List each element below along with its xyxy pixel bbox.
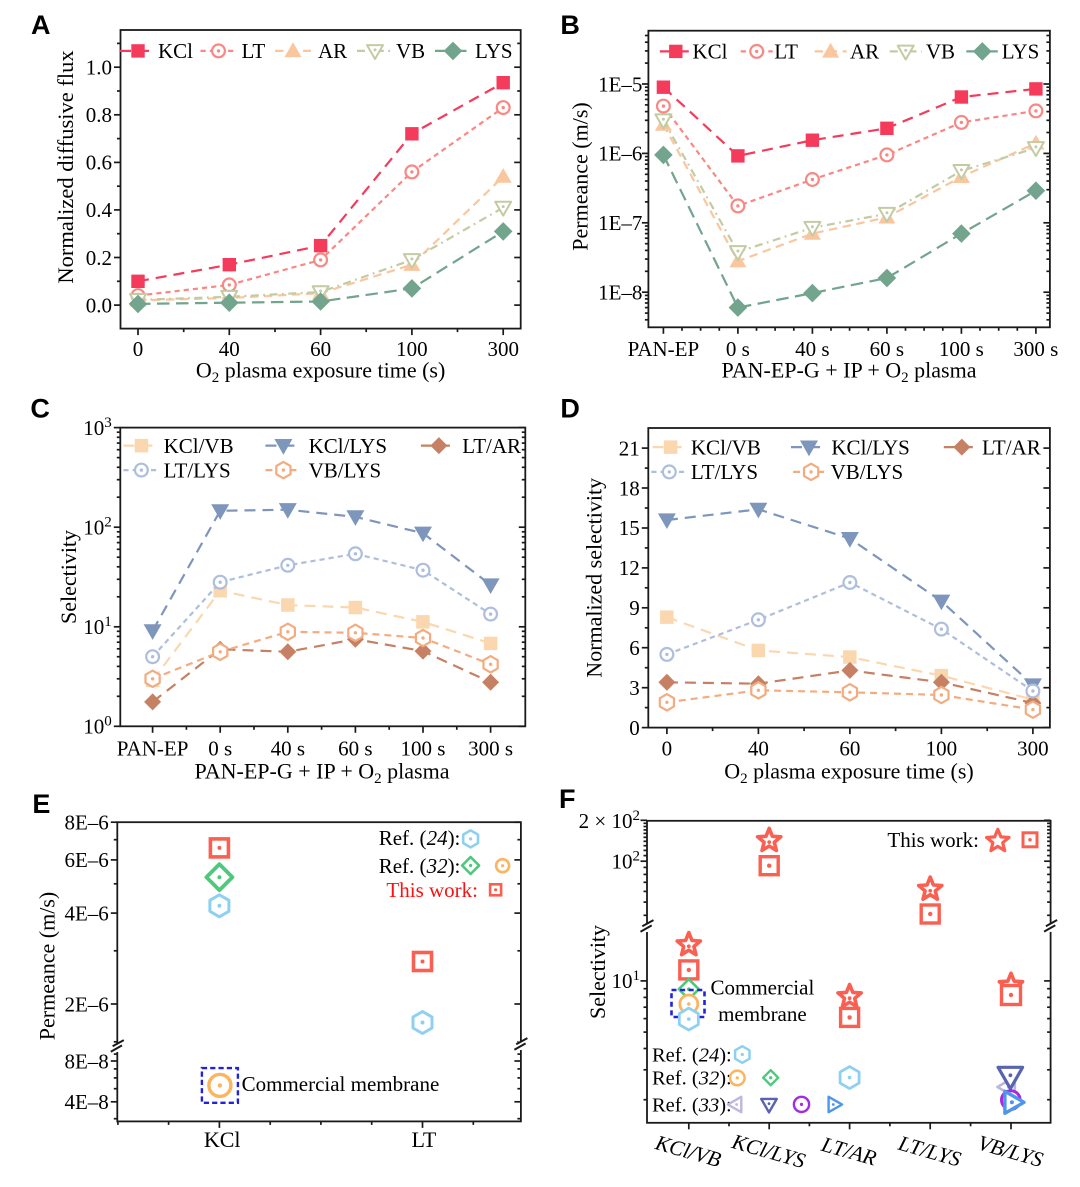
svg-text:VB/LYS: VB/LYS <box>831 460 904 484</box>
svg-text:0.4: 0.4 <box>86 198 113 222</box>
svg-text:1E–5: 1E–5 <box>598 72 642 96</box>
svg-text:Normalized selectivity: Normalized selectivity <box>582 478 607 678</box>
svg-text:40 s: 40 s <box>271 737 305 761</box>
svg-text:VB/LYS: VB/LYS <box>309 458 382 482</box>
svg-text:60: 60 <box>839 737 860 761</box>
svg-text:PAN-EP: PAN-EP <box>628 337 700 361</box>
svg-text:F: F <box>559 784 576 814</box>
svg-text:C: C <box>30 393 50 423</box>
svg-text:Permeance (m/s): Permeance (m/s) <box>35 892 60 1040</box>
svg-text:O2 plasma exposure time (s): O2 plasma exposure time (s) <box>196 358 445 387</box>
svg-text:0: 0 <box>629 716 640 740</box>
svg-text:KCl: KCl <box>204 1127 241 1152</box>
svg-text:PAN-EP-G + IP + O2 plasma: PAN-EP-G + IP + O2 plasma <box>195 759 450 788</box>
svg-text:Ref. (33):: Ref. (33): <box>652 1094 732 1116</box>
svg-text:300 s: 300 s <box>468 737 513 761</box>
svg-text:Selectivity: Selectivity <box>56 530 81 624</box>
svg-text:KCl: KCl <box>158 39 193 63</box>
svg-text:100 s: 100 s <box>401 737 446 761</box>
svg-text:Normalized diffusive flux: Normalized diffusive flux <box>53 50 78 283</box>
svg-text:PAN-EP-G + IP + O2 plasma: PAN-EP-G + IP + O2 plasma <box>722 358 977 387</box>
svg-text:0.0: 0.0 <box>86 293 112 317</box>
svg-text:Ref. (24):: Ref. (24): <box>652 1044 732 1066</box>
svg-text:A: A <box>31 10 51 40</box>
svg-text:LT: LT <box>774 40 798 64</box>
svg-text:4E–6: 4E–6 <box>64 901 108 925</box>
svg-text:This work:: This work: <box>887 828 979 852</box>
svg-text:4E–8: 4E–8 <box>64 1090 108 1114</box>
svg-text:3: 3 <box>629 676 640 700</box>
svg-text:Ref. (24):: Ref. (24): <box>379 826 461 850</box>
svg-text:VB: VB <box>396 39 425 63</box>
svg-text:AR: AR <box>850 40 879 64</box>
svg-text:VB: VB <box>926 40 955 64</box>
svg-text:100 s: 100 s <box>939 337 984 361</box>
svg-text:8E–6: 8E–6 <box>64 811 108 835</box>
svg-text:1.0: 1.0 <box>86 56 112 80</box>
svg-text:E: E <box>32 789 50 819</box>
svg-text:1E–6: 1E–6 <box>598 142 642 166</box>
svg-text:100: 100 <box>926 737 958 761</box>
svg-text:LT/AR: LT/AR <box>462 434 521 458</box>
svg-text:0: 0 <box>662 737 673 761</box>
svg-text:21: 21 <box>619 436 640 460</box>
svg-text:40 s: 40 s <box>795 337 829 361</box>
svg-text:LT/AR: LT/AR <box>982 435 1041 459</box>
svg-text:LT: LT <box>242 39 266 63</box>
svg-text:LT: LT <box>411 1127 436 1152</box>
svg-text:300: 300 <box>487 337 519 361</box>
svg-text:Selectivity: Selectivity <box>585 925 610 1019</box>
svg-text:LT/LYS: LT/LYS <box>164 458 231 482</box>
svg-text:LYS: LYS <box>475 39 513 63</box>
svg-text:Ref. (32):: Ref. (32): <box>652 1068 732 1090</box>
svg-text:AR: AR <box>318 39 347 63</box>
svg-text:KCl/VB: KCl/VB <box>164 434 234 458</box>
svg-text:0 s: 0 s <box>208 737 232 761</box>
svg-text:6: 6 <box>629 636 640 660</box>
svg-text:2 × 102: 2 × 102 <box>579 808 640 833</box>
svg-text:LYS: LYS <box>1002 40 1040 64</box>
svg-text:60: 60 <box>310 337 331 361</box>
svg-text:9: 9 <box>629 596 640 620</box>
svg-text:12: 12 <box>619 556 640 580</box>
svg-text:0: 0 <box>133 337 144 361</box>
svg-text:100: 100 <box>396 337 428 361</box>
svg-text:LT/LYS: LT/LYS <box>691 460 758 484</box>
svg-text:300 s: 300 s <box>1013 337 1058 361</box>
svg-text:Commercial membrane: Commercial membrane <box>242 1072 440 1096</box>
svg-text:Permeance (m/s): Permeance (m/s) <box>568 102 593 250</box>
svg-text:PAN-EP: PAN-EP <box>117 737 189 761</box>
svg-text:Commercial: Commercial <box>710 976 814 1000</box>
svg-text:300: 300 <box>1017 737 1049 761</box>
svg-text:2E–6: 2E–6 <box>64 992 108 1016</box>
svg-text:This work:: This work: <box>386 878 478 902</box>
svg-text:40: 40 <box>219 337 240 361</box>
svg-text:KCl: KCl <box>693 40 728 64</box>
svg-text:1E–8: 1E–8 <box>598 281 642 305</box>
svg-text:18: 18 <box>619 476 640 500</box>
svg-text:60 s: 60 s <box>870 337 904 361</box>
svg-text:6E–6: 6E–6 <box>64 848 108 872</box>
svg-text:8E–8: 8E–8 <box>64 1049 108 1073</box>
svg-text:KCl/VB: KCl/VB <box>691 435 761 459</box>
svg-text:KCl/LYS: KCl/LYS <box>309 434 387 458</box>
svg-text:0 s: 0 s <box>726 337 750 361</box>
svg-text:O2 plasma exposure time (s): O2 plasma exposure time (s) <box>724 759 973 788</box>
svg-text:membrane: membrane <box>718 1002 807 1026</box>
svg-text:1E–7: 1E–7 <box>598 211 642 235</box>
svg-text:0.8: 0.8 <box>86 103 112 127</box>
svg-text:D: D <box>560 393 580 423</box>
svg-text:0.6: 0.6 <box>86 151 112 175</box>
svg-text:B: B <box>560 10 580 40</box>
svg-text:KCl/LYS: KCl/LYS <box>831 435 909 459</box>
svg-text:0.2: 0.2 <box>86 246 112 270</box>
svg-text:60 s: 60 s <box>338 737 372 761</box>
svg-text:Ref. (32):: Ref. (32): <box>379 854 461 878</box>
svg-text:15: 15 <box>619 516 640 540</box>
svg-text:40: 40 <box>748 737 769 761</box>
